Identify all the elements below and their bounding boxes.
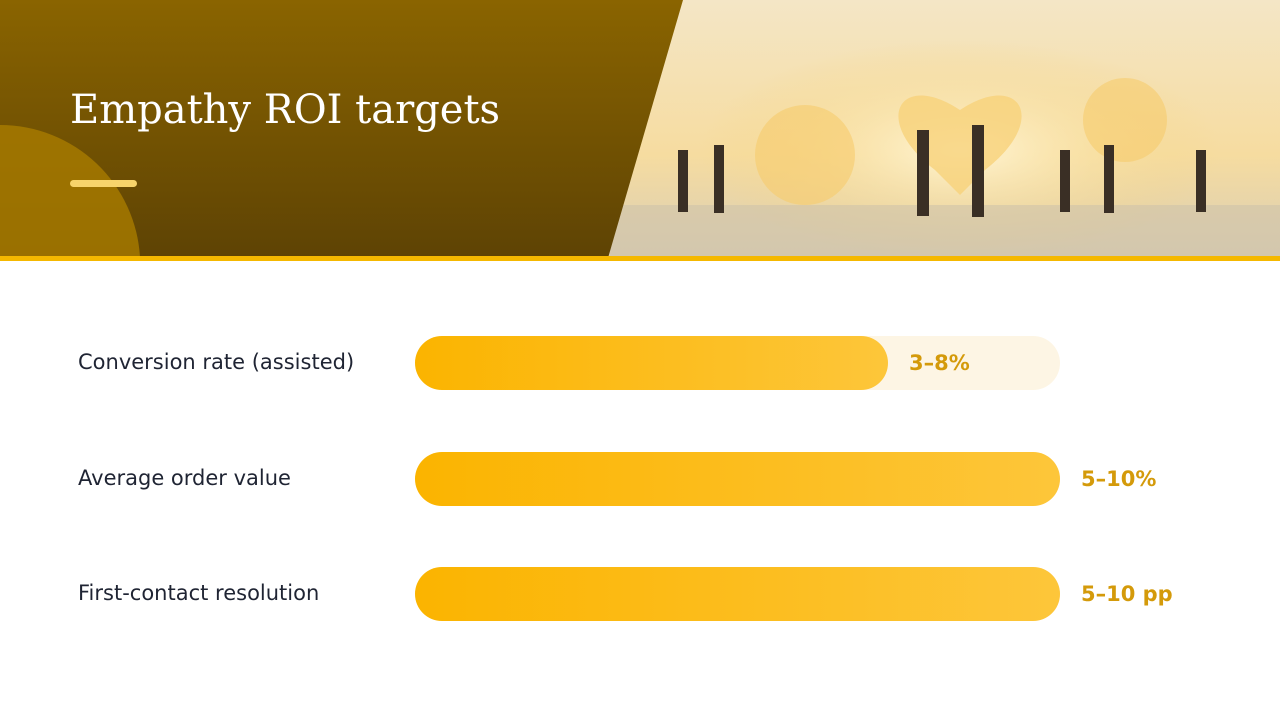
bar	[415, 452, 1060, 506]
bar	[415, 567, 1060, 621]
bar	[415, 336, 888, 390]
value-label: 5–10%	[1081, 467, 1156, 491]
bubble	[755, 105, 855, 205]
value-label: 3–8%	[909, 351, 970, 375]
header-panel	[0, 0, 683, 258]
category-label: Conversion rate (assisted)	[78, 350, 354, 374]
category-label: Average order value	[78, 466, 291, 490]
chart-title: Empathy ROI targets	[70, 87, 500, 133]
bubble	[1083, 78, 1167, 162]
value-label: 5–10 pp	[1081, 582, 1173, 606]
header-circle	[0, 124, 140, 258]
header-rule	[0, 256, 1280, 261]
category-label: First-contact resolution	[78, 581, 319, 605]
title-accent	[70, 180, 137, 187]
people	[678, 125, 1206, 217]
ground	[610, 205, 1280, 258]
heart	[898, 95, 1022, 195]
